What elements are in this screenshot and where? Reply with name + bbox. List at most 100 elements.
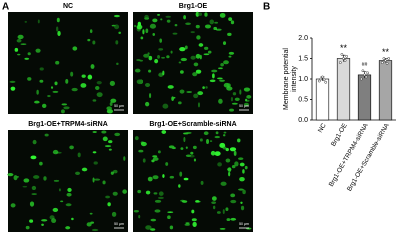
data-point (338, 61, 342, 64)
cell (228, 171, 231, 177)
cell (67, 187, 72, 192)
cell (243, 102, 250, 107)
cell (167, 211, 174, 214)
cell (228, 51, 235, 55)
data-point (361, 69, 365, 73)
cell (25, 225, 30, 230)
cell (145, 82, 151, 87)
cell (56, 17, 60, 23)
cell (225, 147, 229, 152)
cell (44, 133, 49, 137)
cell (171, 96, 174, 101)
cell (116, 62, 119, 66)
cell (158, 74, 163, 76)
cell (218, 98, 223, 104)
scale-label: 50 μm (239, 104, 249, 108)
cell (193, 158, 197, 162)
cell (244, 98, 248, 102)
cell (90, 64, 95, 69)
cell (167, 215, 171, 220)
significance: ** (340, 43, 348, 53)
cell (223, 131, 227, 134)
cell (91, 228, 99, 232)
cell (16, 38, 22, 43)
cell (89, 212, 93, 215)
cell (142, 29, 145, 35)
cell (213, 26, 218, 31)
cell (123, 156, 126, 161)
cell (140, 141, 147, 147)
cell (110, 171, 114, 175)
cell (43, 176, 47, 181)
data-point (342, 57, 345, 60)
cell (133, 25, 137, 27)
cell (179, 70, 184, 74)
cell (239, 176, 245, 182)
cell (227, 168, 232, 171)
cell (162, 174, 165, 178)
cell (102, 136, 108, 142)
y-tick-label: 2.0 (298, 35, 308, 42)
cell (77, 152, 81, 158)
cell (200, 180, 204, 185)
cell (60, 200, 64, 203)
cell (217, 77, 223, 80)
cell (185, 22, 191, 26)
cell (50, 86, 54, 89)
data-point (345, 55, 349, 58)
cell (243, 87, 251, 92)
cell (90, 221, 95, 224)
bar (378, 60, 393, 121)
cell (192, 145, 197, 150)
cell (142, 158, 146, 163)
data-point (343, 59, 347, 62)
cell (178, 101, 182, 105)
cell (239, 162, 245, 167)
cell (37, 19, 40, 24)
cell (195, 53, 201, 59)
cell (231, 165, 236, 169)
cell (217, 162, 222, 167)
cell (22, 185, 28, 188)
cell (209, 79, 216, 83)
cell (165, 162, 169, 166)
cell (222, 146, 227, 150)
cell (246, 95, 252, 99)
data-point (317, 79, 321, 83)
cell (66, 192, 72, 197)
cell (220, 181, 227, 186)
cell (220, 63, 224, 67)
cell (152, 33, 155, 36)
cell (81, 74, 86, 78)
cell (161, 56, 166, 59)
cell (207, 50, 212, 54)
cell (87, 74, 93, 80)
bar (315, 78, 330, 121)
cell (39, 79, 44, 83)
data-point (385, 62, 389, 65)
cell (61, 109, 65, 114)
scale-label: 50 μm (114, 222, 124, 226)
cell (240, 205, 245, 211)
cell (178, 184, 181, 188)
cell (219, 12, 226, 18)
cell (229, 147, 237, 152)
cell (152, 175, 159, 180)
cell (212, 205, 216, 210)
cell (162, 70, 165, 76)
bar (357, 74, 372, 121)
cell (41, 219, 48, 222)
cell (161, 130, 167, 134)
cell (214, 21, 218, 24)
cell (63, 106, 70, 110)
cell (180, 57, 188, 62)
cell (183, 15, 186, 20)
cell (134, 136, 139, 141)
cell (152, 157, 159, 161)
cell (199, 138, 203, 142)
cell (154, 58, 159, 64)
cell (39, 67, 44, 71)
cell (159, 38, 163, 43)
cell (225, 158, 231, 163)
cell (225, 207, 229, 212)
